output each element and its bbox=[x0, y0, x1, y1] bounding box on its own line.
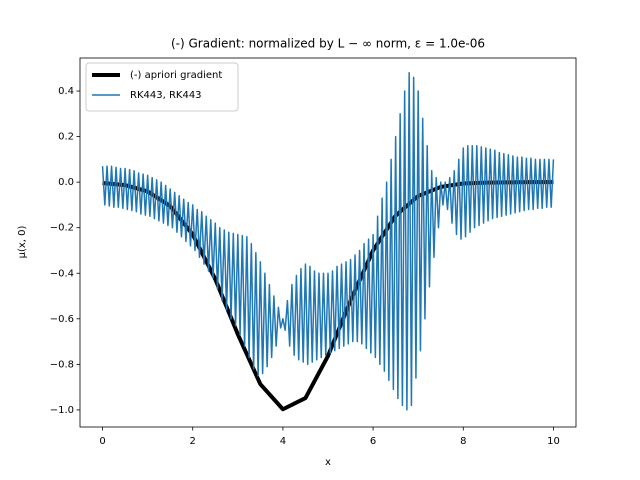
y-axis-label: μ(x, 0) bbox=[17, 226, 28, 259]
chart-title: (-) Gradient: normalized by L − ∞ norm, … bbox=[171, 37, 485, 51]
x-tick-label: 8 bbox=[460, 436, 466, 447]
plot-area bbox=[101, 72, 555, 412]
y-tick-label: −1.0 bbox=[50, 405, 74, 416]
y-tick-label: 0.0 bbox=[58, 177, 74, 188]
y-tick-label: 0.4 bbox=[58, 86, 74, 97]
axes-frame bbox=[79, 57, 577, 428]
series-line bbox=[101, 72, 555, 411]
legend-label: RK443, RK443 bbox=[130, 90, 202, 101]
y-tick-label: −0.8 bbox=[50, 359, 74, 370]
x-axis-label: x bbox=[325, 457, 331, 468]
y-tick-label: 0.2 bbox=[58, 132, 74, 143]
x-tick-label: 10 bbox=[547, 436, 560, 447]
legend-label: (-) apriori gradient bbox=[130, 70, 222, 81]
x-tick-label: 4 bbox=[280, 436, 286, 447]
y-tick-label: −0.4 bbox=[50, 268, 74, 279]
y-tick-label: −0.6 bbox=[50, 314, 74, 325]
x-tick-label: 2 bbox=[190, 436, 196, 447]
y-tick-label: −0.2 bbox=[50, 223, 74, 234]
legend-box bbox=[85, 62, 239, 112]
x-tick-label: 6 bbox=[370, 436, 376, 447]
x-tick-label: 0 bbox=[99, 436, 105, 447]
